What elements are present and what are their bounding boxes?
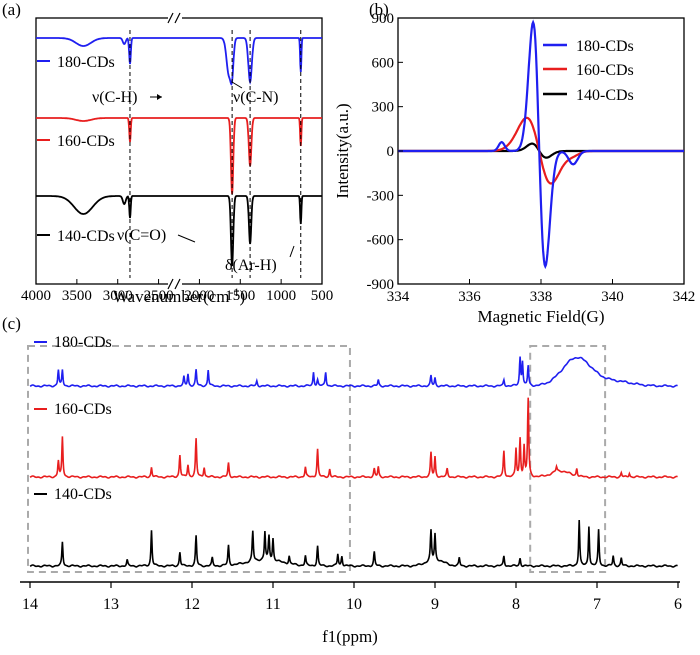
- c-ticklabel-10: 10: [346, 596, 362, 613]
- b-xticklabel-334: 334: [387, 289, 410, 305]
- legend-a-180: 180-CDs: [57, 54, 115, 71]
- a-ticklabel-3000: 3000: [103, 288, 133, 304]
- panel-b-ticks: 334 336 338 340 342 900 600 300 0 -300 -600 -900: [367, 11, 696, 305]
- annotation-arh: δ(Ar-H): [225, 257, 277, 274]
- panel-b-curves: [398, 19, 684, 270]
- c-ticklabel-14: 14: [22, 596, 38, 613]
- annotation-cn: ν(C-N): [233, 89, 278, 106]
- panel-c-xlabel: f1(ppm): [322, 627, 378, 646]
- c-ticklabel-6: 6: [674, 596, 682, 613]
- c-series-140-CDs: [29, 519, 678, 568]
- b-series-180-CDs: [398, 19, 684, 270]
- annotation-co: ν(C=O): [117, 227, 166, 244]
- panel-c-highlight-regions: [27, 345, 607, 573]
- panel-b-ylabel: Intensity(a.u.): [333, 103, 352, 198]
- annotation-ch-arrowhead: [157, 94, 162, 100]
- panel-a: (a) 4000 3500 3000 2500 2000 1500 1000 500 180-…: [2, 0, 333, 306]
- c-ticklabel-7: 7: [593, 596, 601, 613]
- annotation-ch: ν(C-H): [92, 89, 137, 106]
- annotation-cn-arrow: [231, 81, 243, 89]
- panel-a-annotations: ν(C-H) ν(C-N) ν(C=O) δ(Ar-H): [92, 81, 295, 274]
- b-xticklabel-342: 342: [673, 289, 696, 305]
- legend-c-160: 160-CDs: [54, 401, 112, 418]
- panel-c-curves: [29, 356, 678, 568]
- a-ticklabel-4000: 4000: [21, 288, 51, 304]
- b-yticklabel--600: -600: [367, 233, 395, 249]
- b-yticklabel--900: -900: [367, 277, 395, 293]
- legend-a-140: 140-CDs: [57, 228, 115, 245]
- c-ticklabel-8: 8: [512, 596, 520, 613]
- b-xticklabel-336: 336: [458, 289, 481, 305]
- a-ticklabel-500: 500: [311, 288, 334, 304]
- legend-b-140: 140-CDs: [576, 87, 634, 104]
- panel-b-xlabel: Magnetic Field(G): [478, 307, 605, 326]
- panel-a-legend: 180-CDs 160-CDs 140-CDs: [37, 54, 115, 245]
- legend-b-160: 160-CDs: [576, 62, 634, 79]
- panel-b: (b) 334 336 338 340 342 900 600 300 0 -300 -600 -90…: [333, 0, 695, 326]
- a-series-140-CDs: [36, 195, 322, 267]
- panel-b-legend: 180-CDs 160-CDs 140-CDs: [543, 38, 634, 104]
- c-ticklabel-11: 11: [265, 596, 280, 613]
- c-series-180-CDs: [29, 356, 678, 388]
- panel-a-xlabel: Wavenumber(cm-1): [113, 285, 245, 306]
- a-ticklabel-3500: 3500: [62, 288, 92, 304]
- b-yticklabel-300: 300: [372, 100, 395, 116]
- b-xticklabel-340: 340: [601, 289, 624, 305]
- a-ticklabel-1000: 1000: [266, 288, 296, 304]
- b-yticklabel-0: 0: [387, 144, 395, 160]
- a-ticklabel-2500: 2500: [144, 288, 174, 304]
- c-region-1: [529, 345, 607, 573]
- a-series-160-CDs: [36, 117, 322, 195]
- b-yticklabel-600: 600: [372, 55, 395, 71]
- panel-a-curves: [36, 37, 322, 267]
- legend-a-160: 160-CDs: [57, 133, 115, 150]
- panel-c-label: (c): [2, 314, 21, 333]
- b-xticklabel-338: 338: [530, 289, 553, 305]
- a-ticklabel-1500: 1500: [225, 288, 255, 304]
- legend-c-140: 140-CDs: [54, 486, 112, 503]
- a-ticklabel-2000: 2000: [184, 288, 214, 304]
- legend-c-180: 180-CDs: [54, 334, 112, 351]
- b-yticklabel--300: -300: [367, 188, 395, 204]
- panel-c-legend: 180-CDs 160-CDs 140-CDs: [34, 334, 112, 503]
- annotation-co-arrow: [177, 234, 196, 243]
- legend-b-180: 180-CDs: [576, 38, 634, 55]
- b-yticklabel-900: 900: [372, 11, 395, 27]
- panel-a-label: (a): [2, 0, 21, 19]
- panel-b-label: (b): [369, 0, 389, 19]
- axis-break-top: [167, 12, 182, 24]
- a-series-180-CDs: [36, 37, 322, 86]
- axis-break-bottom: [167, 278, 182, 290]
- c-ticklabel-9: 9: [431, 596, 439, 613]
- c-ticklabel-13: 13: [103, 596, 119, 613]
- panel-c: (c) 14 13 12 11 10 9 8 7 6 180-CDs 160-CDs 140-C…: [2, 314, 682, 646]
- c-series-160-CDs: [29, 397, 678, 479]
- c-region-0: [27, 345, 351, 573]
- c-ticklabel-12: 12: [184, 596, 200, 613]
- panel-c-x-ticks: 14 13 12 11 10 9 8 7 6: [22, 582, 682, 613]
- panel-a-marker-lines: [129, 30, 302, 278]
- annotation-arh-arrow: [289, 245, 295, 258]
- panel-a-x-ticks: 4000 3500 3000 2500 2000 1500 1000 500: [21, 279, 333, 304]
